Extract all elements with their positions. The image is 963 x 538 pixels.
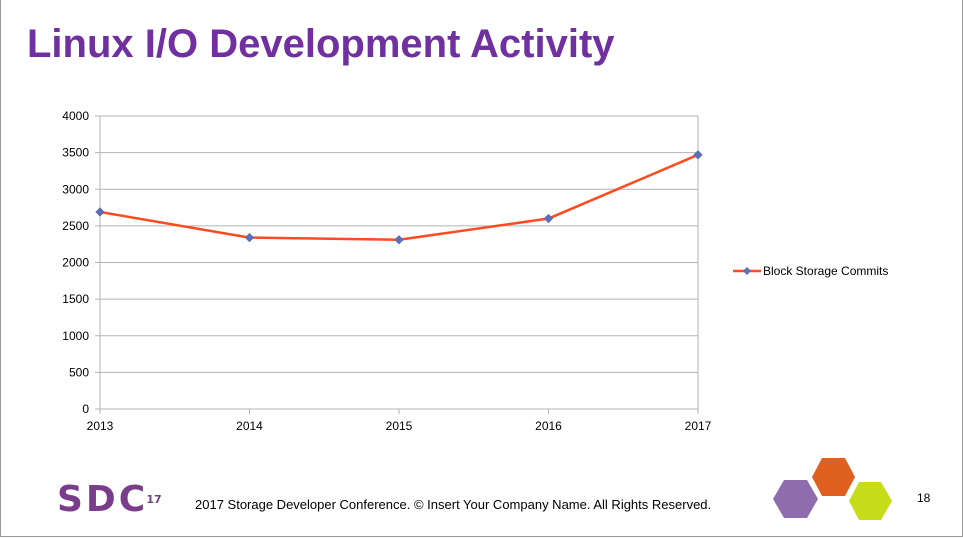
y-tick-label: 4000 [62, 109, 89, 123]
page-number: 18 [917, 491, 931, 505]
y-tick-label: 3000 [62, 182, 89, 196]
y-tick-label: 2500 [62, 219, 89, 233]
data-point [693, 150, 703, 160]
y-tick-label: 500 [69, 365, 89, 379]
line-chart: 0 500 1000 1500 2000 2500 3000 3500 4000 2013 2014… [62, 109, 888, 433]
x-tick-label: 2017 [685, 419, 712, 433]
legend-swatch-marker [743, 267, 751, 275]
sdc-logo: SDC [57, 479, 149, 520]
footer-copyright: 2017 Storage Developer Conference. © Ins… [195, 497, 712, 512]
legend-label: Block Storage Commits [763, 264, 888, 278]
sdc-logo-badge: 17 [145, 491, 163, 509]
data-point [95, 207, 105, 217]
data-point [394, 235, 404, 245]
series-line [99, 153, 699, 242]
hexagon-logo-icon [773, 458, 892, 520]
y-tick-label: 1000 [62, 329, 89, 343]
data-point [543, 213, 554, 224]
x-tick-label: 2014 [236, 419, 263, 433]
hexagon-orange-icon [812, 458, 855, 496]
y-tick-label: 1500 [62, 292, 89, 306]
hexagon-green-icon [849, 482, 892, 520]
hexagon-purple-icon [773, 480, 818, 518]
y-tick-label: 2000 [62, 256, 89, 270]
slide-title: Linux I/O Development Activity [27, 22, 615, 66]
x-tick-label: 2015 [386, 419, 413, 433]
y-tick-label: 3500 [62, 146, 89, 160]
y-tick-label: 0 [82, 402, 89, 416]
x-tick-label: 2013 [87, 419, 114, 433]
data-point [244, 232, 255, 243]
x-tick-label: 2016 [535, 419, 562, 433]
